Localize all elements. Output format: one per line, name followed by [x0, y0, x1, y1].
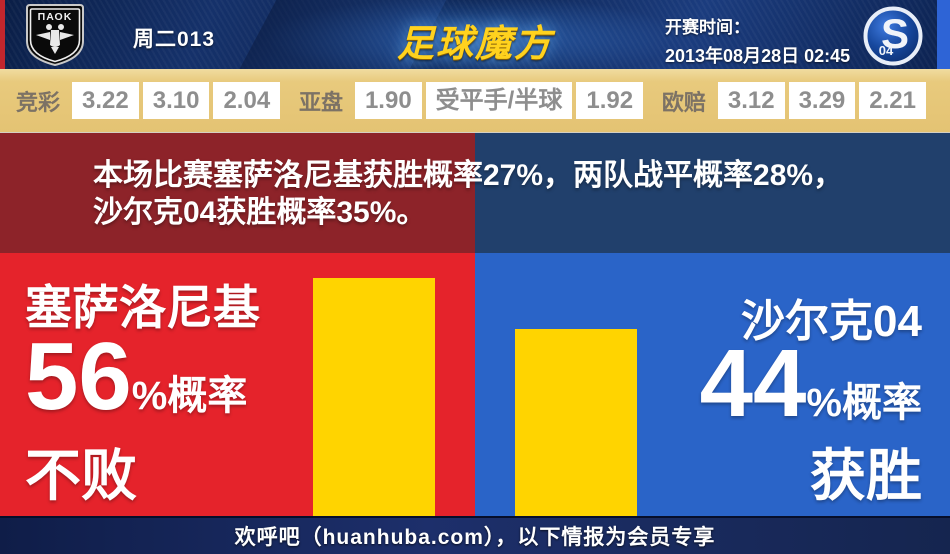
odds-value-handicap-away: 1.92 — [576, 82, 644, 119]
away-outcome-label: 获胜 — [810, 444, 922, 507]
svg-text:ΠΑΟΚ: ΠΑΟΚ — [38, 11, 73, 23]
footer-text: 欢呼吧（huanhuba.com），以下情报为会员专享 — [234, 526, 716, 549]
odds-value-sporttery-home: 3.22 — [72, 82, 139, 119]
kickoff-label: 开赛时间： — [665, 18, 750, 37]
home-team-badge: ΠΑΟΚ — [24, 3, 86, 69]
away-probability-bar — [515, 329, 637, 516]
home-percent-suffix: %概率 — [131, 374, 248, 418]
odds-value-handicap-line: 受平手/半球 — [425, 82, 573, 119]
odds-label-asian-handicap: 亚盘 — [298, 89, 343, 115]
kickoff-time: 2013年08月28日 02:45 — [665, 46, 851, 66]
kickoff-time-block: 开赛时间： 2013年08月28日 02:45 — [665, 13, 850, 68]
odds-group-asian-handicap: 亚盘 1.90 受平手/半球 1.92 — [298, 82, 644, 119]
match-code-label: 周二013 — [133, 28, 216, 51]
home-outcome-label: 不败 — [25, 444, 137, 507]
away-percent-suffix: %概率 — [806, 381, 922, 425]
analysis-line-2: 沙尔克04获胜概率35%。 — [93, 196, 427, 229]
odds-label-euro: 欧赔 — [661, 89, 706, 115]
odds-value-euro-draw: 3.29 — [788, 82, 856, 119]
analysis-band-home-half — [0, 133, 475, 253]
odds-value-euro-home: 3.12 — [717, 82, 785, 119]
odds-value-sporttery-away: 2.04 — [213, 82, 281, 119]
odds-group-sporttery: 竞彩 3.22 3.10 2.04 — [16, 82, 281, 119]
site-logo: 足球魔方 — [397, 23, 553, 64]
odds-value-handicap-home: 1.90 — [354, 82, 422, 119]
analysis-line-1: 本场比赛塞萨洛尼基获胜概率27%，两队战平概率28%， — [93, 159, 844, 192]
analysis-text: 本场比赛塞萨洛尼基获胜概率27%，两队战平概率28%， 沙尔克04获胜概率35%… — [93, 157, 843, 231]
analysis-band-away-half — [475, 133, 950, 253]
home-probability-value: 56%概率 — [25, 329, 247, 425]
home-probability-bar — [313, 278, 435, 516]
odds-value-sporttery-draw: 3.10 — [142, 82, 210, 119]
svg-text:04: 04 — [879, 43, 894, 58]
away-team-badge: S 04 — [862, 5, 924, 69]
odds-bar: 竞彩 3.22 3.10 2.04 亚盘 1.90 受平手/半球 1.92 欧赔… — [0, 69, 950, 133]
schalke-crest-icon: S 04 — [863, 6, 923, 66]
home-team-name: 塞萨洛尼基 — [25, 281, 260, 334]
odds-group-euro: 欧赔 3.12 3.29 2.21 — [662, 82, 926, 119]
odds-label-sporttery: 竞彩 — [16, 89, 61, 115]
away-team-name: 沙尔克04 — [741, 297, 922, 346]
odds-value-euro-away: 2.21 — [859, 82, 926, 119]
footer: 欢呼吧（huanhuba.com），以下情报为会员专享 — [0, 516, 950, 554]
away-color-strip — [937, 0, 950, 69]
home-color-strip — [0, 0, 5, 69]
away-percent-number: 44 — [699, 330, 807, 437]
away-probability-value: 44%概率 — [700, 336, 922, 432]
prediction-panel: 本场比赛塞萨洛尼基获胜概率27%，两队战平概率28%， 沙尔克04获胜概率35%… — [0, 133, 950, 516]
header: ΠΑΟΚ 周二013 足球魔方 开赛时间： 2013年08月28日 02:45 — [0, 0, 950, 69]
paok-crest-icon: ΠΑΟΚ — [26, 4, 84, 67]
home-percent-number: 56 — [25, 323, 132, 430]
analysis-band — [0, 133, 950, 253]
svg-text:S: S — [881, 10, 909, 57]
